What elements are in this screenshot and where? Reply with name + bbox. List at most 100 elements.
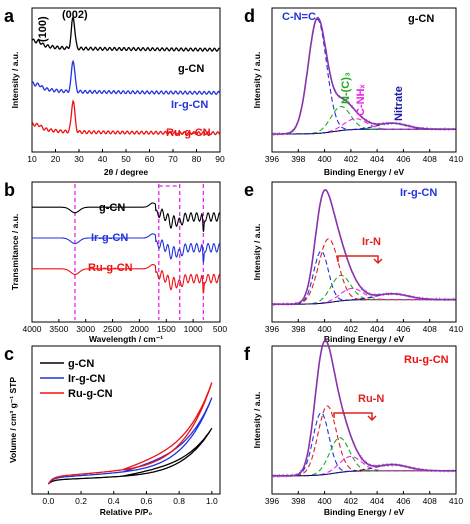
xtick-label: 398 <box>291 324 305 334</box>
fit-component-dred <box>272 238 456 305</box>
xtick-label: 400 <box>317 324 331 334</box>
series-line-blue <box>32 233 221 263</box>
xtick-label: 0.0 <box>42 496 54 506</box>
xtick-label: 402 <box>344 324 358 334</box>
panel-b-ylabel: Transmitance / a.u. <box>10 214 20 291</box>
isotherm-black <box>47 427 213 485</box>
panel-c-xlabel: Relative P/P₀ <box>100 507 153 517</box>
label-cnc: C-N=C <box>282 11 316 23</box>
panel-label-d: d <box>244 6 255 26</box>
xtick-label: 408 <box>423 496 437 506</box>
isotherm-blue <box>47 397 213 485</box>
panel-label-c: c <box>4 344 14 364</box>
series-line-black <box>32 202 221 232</box>
xtick-label: 410 <box>449 324 463 334</box>
legend-c-ir: Ir-g-CN <box>68 373 105 385</box>
xtick-label: 20 <box>51 154 61 164</box>
legend-a-ir: Ir-g-CN <box>171 99 208 111</box>
legend-a-ru: Ru-g-CN <box>166 127 211 139</box>
xtick-label: 90 <box>215 154 225 164</box>
panel-label-e: e <box>244 180 254 200</box>
panel-c-legend: g-CN Ir-g-CN Ru-g-CN <box>40 358 113 400</box>
annotation-ru-n-bracket <box>333 412 377 422</box>
legend-b-ru: Ru-g-CN <box>88 262 133 274</box>
panel-d-title: g-CN <box>408 13 434 25</box>
series-line-red <box>32 264 221 294</box>
panel-e-curves <box>271 188 456 307</box>
xtick-label: 1000 <box>184 324 203 334</box>
xtick-label: 404 <box>370 496 384 506</box>
panel-f-xlabel: Binding Energy / eV <box>324 507 405 517</box>
panel-b-frame <box>31 181 221 323</box>
xtick-label: 402 <box>344 496 358 506</box>
legend-b-gcn: g-CN <box>99 202 125 214</box>
xtick-label: 4000 <box>23 324 42 334</box>
legend-b-ir: Ir-g-CN <box>91 232 128 244</box>
panel-b-ftir: 4000 3500 3000 2500 2000 1500 1000 500 g-CN Ir-… <box>10 181 227 344</box>
fit-envelope <box>272 17 456 135</box>
panel-d-curves <box>271 16 456 137</box>
panel-e-frame <box>271 181 457 323</box>
xtick-label: 396 <box>265 496 279 506</box>
panel-c-ylabel: Volume / cm³ g⁻¹ STP <box>8 377 18 463</box>
panel-f-xps: 396 398 400 402 404 406 408 410 Ru-g-CN Ru-N Bi… <box>252 338 463 517</box>
background-line <box>272 128 456 135</box>
legend-c-gcn: g-CN <box>68 358 94 370</box>
xtick-label: 3500 <box>49 324 68 334</box>
xtick-label: 80 <box>192 154 202 164</box>
xtick-label: 404 <box>370 154 384 164</box>
panel-d-frame <box>271 7 457 153</box>
xtick-label: 30 <box>74 154 84 164</box>
xtick-label: 2500 <box>103 324 122 334</box>
xtick-label: 398 <box>291 154 305 164</box>
panel-a-ylabel: Intensity / a.u. <box>10 52 20 109</box>
annotation-ir-n-bracket <box>337 255 383 265</box>
label-nc3: N-(C)₃ <box>340 72 352 104</box>
fit-envelope <box>272 189 456 305</box>
panel-d-xps: 396 398 400 402 404 406 408 410 g-CN C-N=C N-(C… <box>252 7 463 177</box>
panel-e-xlabel: Binding Energy / eV <box>324 334 405 344</box>
panel-label-a: a <box>4 6 15 26</box>
label-cnhx: C-NHₓ <box>355 84 367 116</box>
xtick-label: 398 <box>291 496 305 506</box>
panel-a-series <box>31 15 221 136</box>
annotation-ir-n: Ir-N <box>362 236 381 248</box>
panel-b-xlabel: Wavelength / cm⁻¹ <box>89 334 163 344</box>
xtick-label: 40 <box>98 154 108 164</box>
legend-c-ru: Ru-g-CN <box>68 388 113 400</box>
panel-f-ylabel: Intensity / a.u. <box>252 392 262 449</box>
xtick-label: 70 <box>168 154 178 164</box>
xtick-label: 406 <box>396 324 410 334</box>
series-line-red <box>31 99 221 136</box>
xtick-label: 0.2 <box>75 496 87 506</box>
fit-component-magenta <box>272 118 456 135</box>
xtick-label: 3000 <box>76 324 95 334</box>
xtick-label: 396 <box>265 324 279 334</box>
peak-label-002: (002) <box>62 9 88 21</box>
panel-label-b: b <box>4 180 15 200</box>
panel-e-title: Ir-g-CN <box>400 187 437 199</box>
panel-e-xps: 396 398 400 402 404 406 408 410 Ir-g-CN Ir-N Bi… <box>252 181 463 344</box>
annotation-ru-n: Ru-N <box>358 393 384 405</box>
peak-label-100: (100) <box>37 16 49 42</box>
panel-label-f: f <box>244 344 251 364</box>
panel-f-frame <box>271 345 457 495</box>
xtick-label: 500 <box>213 324 227 334</box>
panel-c-isotherm: 0.0 0.2 0.4 0.6 0.8 1.0 g-CN Ir-g-CN Ru-g-CN … <box>8 345 221 517</box>
xtick-label: 10 <box>27 154 37 164</box>
panel-c-xticks: 0.0 0.2 0.4 0.6 0.8 1.0 <box>42 491 218 506</box>
legend-a-gcn: g-CN <box>178 63 204 75</box>
panel-a-xlabel: 2θ / degree <box>104 167 149 177</box>
xtick-label: 2000 <box>130 324 149 334</box>
xtick-label: 0.6 <box>141 496 153 506</box>
panel-e-xticks: 396 398 400 402 404 406 408 410 <box>265 319 463 334</box>
panel-d-xlabel: Binding Energy / eV <box>324 167 405 177</box>
fit-component-blue <box>272 412 456 477</box>
panel-f-curves <box>271 338 456 478</box>
panel-b-markers <box>74 184 204 320</box>
xtick-label: 406 <box>396 496 410 506</box>
fit-component-dred <box>272 405 456 477</box>
xtick-label: 1500 <box>157 324 176 334</box>
panel-e-ylabel: Intensity / a.u. <box>252 224 262 281</box>
